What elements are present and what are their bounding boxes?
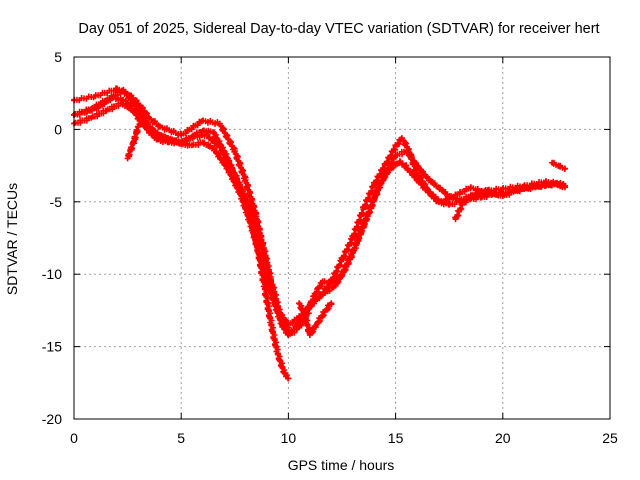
series-markers <box>71 100 568 338</box>
grid-lines <box>74 57 610 419</box>
series-markers <box>549 159 568 172</box>
chart-title: Day 051 of 2025, Sidereal Day-to-day VTE… <box>78 21 599 37</box>
y-tick-label: -10 <box>42 266 62 282</box>
series-track-5 <box>124 114 148 162</box>
x-axis-label: GPS time / hours <box>288 457 395 473</box>
series-markers <box>296 300 335 338</box>
series-track-4 <box>71 94 568 336</box>
series-track-3 <box>71 100 568 338</box>
series-track-8 <box>549 159 568 172</box>
x-tick-label: 0 <box>70 430 78 446</box>
y-tick-label: -5 <box>50 194 63 210</box>
y-tick-label: 0 <box>54 121 62 137</box>
y-axis-label: SDTVAR / TECUs <box>4 183 20 295</box>
y-tick-label: -15 <box>42 339 62 355</box>
y-tick-label: 5 <box>54 49 62 65</box>
plot-frame <box>73 56 611 420</box>
series-track-6 <box>296 300 335 338</box>
x-tick-label: 15 <box>388 430 404 446</box>
series-markers <box>124 114 148 162</box>
y-tick-label: -20 <box>42 411 62 427</box>
x-tick-label: 25 <box>602 430 618 446</box>
x-tick-label: 20 <box>495 430 511 446</box>
axes: 0 5 10 15 20 25 5 0 -5 -10 -15 -20 <box>42 49 618 446</box>
series-markers <box>452 187 491 223</box>
x-tick-label: 10 <box>281 430 297 446</box>
series-track-7 <box>452 187 491 223</box>
series-markers <box>71 94 568 336</box>
x-tick-label: 5 <box>177 430 185 446</box>
